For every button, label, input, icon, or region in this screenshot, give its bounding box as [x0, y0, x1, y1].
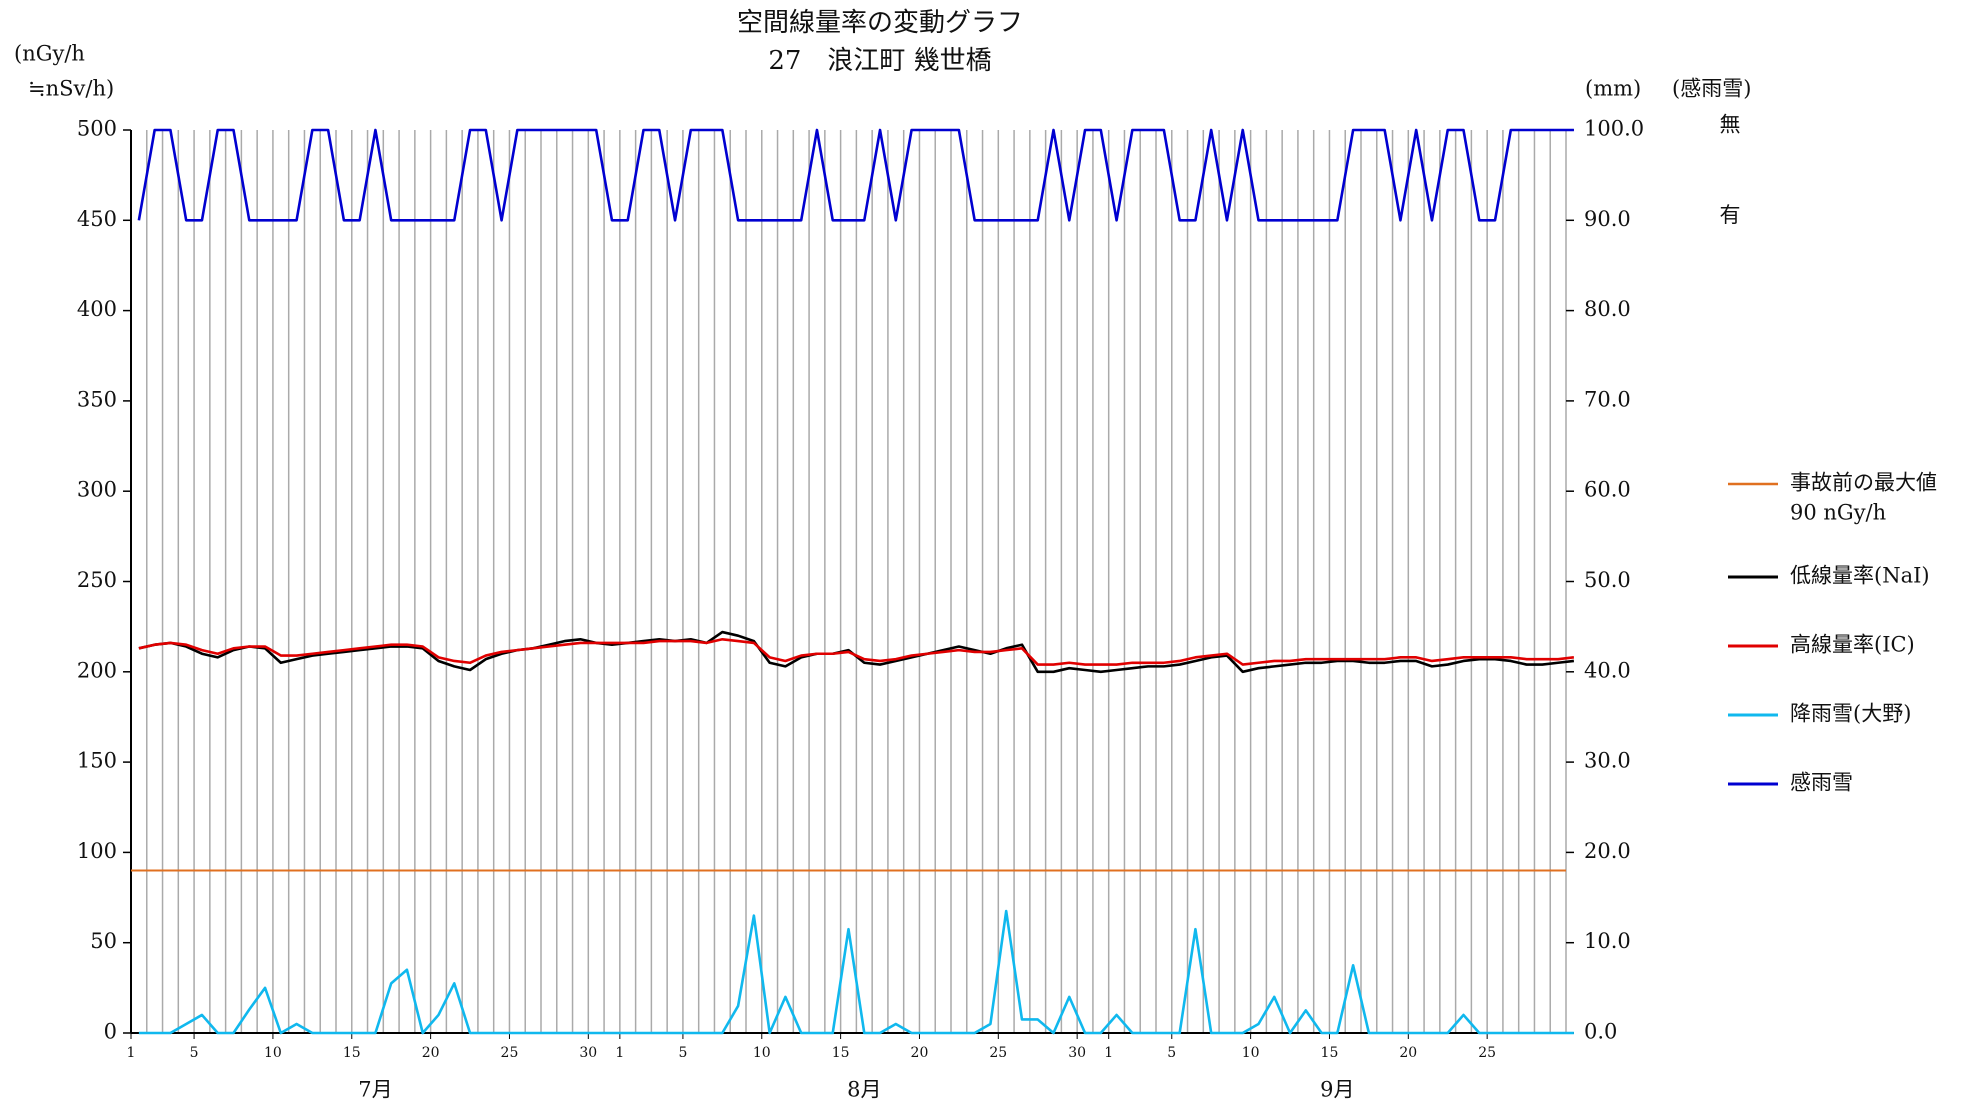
y-tick-label: 500 [77, 117, 117, 141]
y3-tick-label: 無 [1720, 113, 1741, 137]
x-tick-label: 10 [264, 1045, 282, 1061]
y-tick-label: 50 [90, 929, 117, 953]
x-tick-label: 15 [832, 1045, 850, 1061]
legend-label: 降雨雪(大野) [1790, 702, 1911, 726]
y-tick-label: 400 [77, 297, 117, 321]
y2-tick-label: 90.0 [1584, 207, 1631, 231]
x-tick-label: 5 [190, 1045, 199, 1061]
x-tick-label: 1 [615, 1045, 624, 1061]
x-tick-label: 15 [1321, 1045, 1339, 1061]
y-tick-label: 350 [77, 387, 117, 411]
series-line [137, 128, 1574, 222]
y2-tick-label: 10.0 [1584, 929, 1631, 953]
y-axis-label: (nGy/h [14, 42, 85, 66]
x-tick-label: 30 [579, 1045, 597, 1061]
series-line [138, 909, 1574, 1035]
y-axis-label: ≒nSv/h) [28, 77, 114, 101]
legend-label: 感雨雪 [1790, 771, 1853, 795]
x-tick-label: 10 [753, 1045, 771, 1061]
y3-axis-label: (感雨雪) [1672, 77, 1751, 101]
x-tick-label: 5 [1167, 1045, 1176, 1061]
x-tick-label: 30 [1068, 1045, 1086, 1061]
month-label: 7月 [358, 1078, 392, 1102]
month-label: 9月 [1320, 1078, 1354, 1102]
x-tick-label: 15 [343, 1045, 361, 1061]
x-tick-label: 20 [911, 1045, 929, 1061]
chart-title: 空間線量率の変動グラフ [737, 8, 1023, 38]
y2-axis-label: (mm) [1585, 77, 1641, 101]
x-tick-label: 25 [1478, 1045, 1496, 1061]
y2-tick-label: 100.0 [1584, 117, 1644, 141]
y2-tick-label: 60.0 [1584, 478, 1631, 502]
x-tick-label: 1 [1104, 1045, 1113, 1061]
y-tick-label: 300 [77, 478, 117, 502]
x-tick-label: 20 [1399, 1045, 1417, 1061]
x-tick-label: 25 [501, 1045, 519, 1061]
legend-label: 低線量率(NaI) [1790, 564, 1930, 588]
y2-tick-label: 40.0 [1584, 658, 1631, 682]
y-tick-label: 150 [77, 749, 117, 773]
y2-tick-label: 30.0 [1584, 749, 1631, 773]
y2-tick-label: 80.0 [1584, 297, 1631, 321]
legend-label: 高線量率(IC) [1790, 633, 1915, 657]
y-tick-label: 450 [77, 207, 117, 231]
y-tick-label: 250 [77, 568, 117, 592]
y-tick-label: 200 [77, 658, 117, 682]
legend-label: 90 nGy/h [1790, 501, 1886, 525]
y-tick-label: 100 [77, 839, 117, 863]
x-tick-label: 5 [678, 1045, 687, 1061]
y-tick-label: 0 [104, 1020, 117, 1044]
x-tick-label: 25 [989, 1045, 1007, 1061]
month-label: 8月 [847, 1078, 881, 1102]
legend-label: 事故前の最大値 [1790, 471, 1937, 495]
y2-tick-label: 0.0 [1584, 1020, 1617, 1044]
series-line [138, 637, 1575, 666]
x-tick-label: 1 [127, 1045, 136, 1061]
chart-subtitle: 27 浪江町 幾世橋 [768, 46, 991, 76]
y3-tick-label: 有 [1720, 203, 1741, 227]
x-tick-label: 20 [422, 1045, 440, 1061]
y2-tick-label: 70.0 [1584, 387, 1631, 411]
y2-tick-label: 20.0 [1584, 839, 1631, 863]
x-tick-label: 10 [1242, 1045, 1260, 1061]
y2-tick-label: 50.0 [1584, 568, 1631, 592]
